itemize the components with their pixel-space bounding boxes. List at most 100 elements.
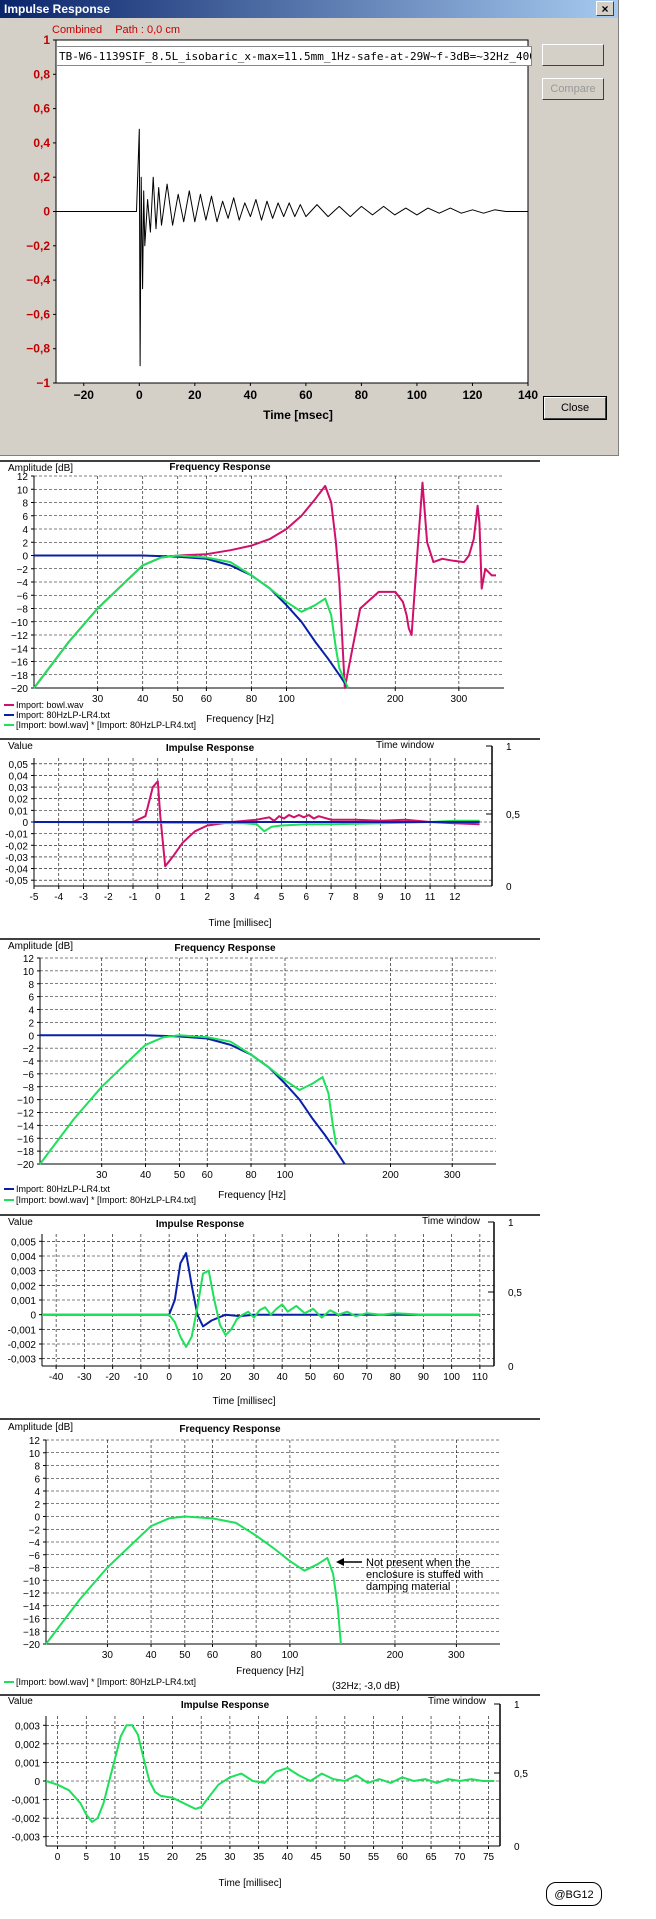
time-window-tick-label: 0 [508, 1362, 514, 1373]
y-tick-label: -0,03 [5, 853, 28, 864]
x-tick-label: 50 [305, 1372, 317, 1383]
x-axis-label: Time [msec] [263, 408, 333, 422]
x-tick-label: 60 [397, 1852, 409, 1863]
frequency-response-chart-2: 12 10 8 6 42 0 −2 −4 −6 −8 −10 −12−14 −16 −18 −20 30 40 5… [0, 938, 540, 1205]
toolbar-status: Combined Path : 0,0 cm [52, 24, 190, 36]
x-tick-label: 100 [282, 1650, 299, 1661]
y-tick-label: −20 [11, 684, 28, 695]
y-tick-label: -0,01 [5, 830, 28, 841]
y-tick-label: 0 [30, 1311, 36, 1322]
x-tick-label: 60 [202, 1170, 214, 1181]
y-tick-label: 8 [22, 499, 28, 510]
close-window-button[interactable]: × [596, 1, 614, 16]
x-tick-label: 11 [425, 892, 436, 903]
series-line-0 [33, 481, 496, 689]
y-tick-label: 12 [29, 1436, 41, 1447]
y-tick-label: −14 [23, 1602, 40, 1613]
x-tick-label: 10 [192, 1372, 204, 1383]
y-tick-label: −20 [23, 1640, 40, 1651]
x-tick-label: 3 [229, 892, 235, 903]
time-window-tick-label: 0 [506, 882, 512, 893]
y-tick-label: -0,003 [8, 1355, 37, 1366]
x-tick-label: 30 [92, 694, 104, 705]
y-tick-label: −10 [23, 1576, 40, 1587]
y-tick-label: 2 [34, 1500, 40, 1511]
x-tick-label: -4 [54, 892, 63, 903]
x-tick-label: 20 [220, 1372, 232, 1383]
x-tick-label: 65 [425, 1852, 437, 1863]
x-tick-label: 20 [188, 388, 202, 402]
x-tick-label: 6 [304, 892, 310, 903]
y-tick-label: 12 [17, 472, 29, 483]
y-tick-label: 0,03 [9, 783, 29, 794]
y-tick-label: 0,003 [11, 1267, 36, 1278]
x-tick-label: 30 [224, 1852, 236, 1863]
x-tick-label: 80 [245, 1170, 257, 1181]
close-button[interactable]: Close [543, 396, 607, 420]
y-tick-label: −0,4 [26, 273, 50, 287]
x-tick-label: -10 [134, 1372, 149, 1383]
time-window-tick-label: 1 [508, 1218, 514, 1229]
x-tick-label: -30 [77, 1372, 92, 1383]
x-tick-label: 40 [140, 1170, 152, 1181]
y-tick-label: −8 [17, 605, 29, 616]
x-tick-label: 1 [180, 892, 186, 903]
y-tick-label: 0,8 [33, 67, 50, 81]
time-window-tick-label: 0 [514, 1842, 520, 1853]
main-impulse-chart: 1 0,8 0,6 0,4 0,2 0 −0,2 −0,4 −0,6 −0,8 −1 −20 0 20 40… [26, 33, 538, 422]
y-tick-label: 0,001 [15, 1758, 40, 1769]
y-tick-label: 8 [34, 1462, 40, 1473]
x-tick-label: 20 [167, 1852, 179, 1863]
y-tick-label: −18 [11, 671, 28, 682]
y-tick-label: −16 [17, 1134, 34, 1145]
x-tick-label: 40 [277, 1372, 289, 1383]
y-tick-label: 0,004 [11, 1252, 36, 1263]
series-line-0 [45, 1515, 342, 1645]
x-tick-label: 60 [207, 1650, 219, 1661]
x-tick-label: 60 [299, 388, 313, 402]
x-tick-label: 100 [277, 1170, 294, 1181]
x-tick-label: 0 [166, 1372, 172, 1383]
y-tick-label: 0 [34, 1513, 40, 1524]
x-tick-label: -1 [129, 892, 138, 903]
y-tick-label: −4 [17, 578, 29, 589]
time-window-label: Time window [422, 1216, 481, 1227]
x-tick-label: -5 [30, 892, 39, 903]
annotation-arrowhead [336, 1558, 344, 1566]
y-tick-label: 0 [22, 818, 28, 829]
x-tick-label: 100 [443, 1372, 460, 1383]
x-tick-label: 70 [361, 1372, 373, 1383]
time-window-tick-label: 0,5 [508, 1288, 522, 1299]
y-tick-label: 0 [22, 552, 28, 563]
annotation: Not present when the enclosure is stuffe… [332, 1557, 483, 1692]
y-tick-label: 0,05 [9, 760, 29, 771]
impulse-response-chart-2: 0,005 0,004 0,003 0,002 0,001 0 -0,001 -0,002 -0… [0, 1214, 540, 1407]
x-tick-label: 300 [444, 1170, 461, 1181]
y-tick-label: 10 [17, 485, 29, 496]
x-tick-label: 75 [483, 1852, 495, 1863]
x-tick-label: 100 [407, 388, 427, 402]
y-tick-label: 0,2 [33, 170, 50, 184]
y-axis-label: Value [8, 741, 33, 752]
title-bar[interactable]: Impulse Response × [0, 0, 618, 18]
time-window-label: Time window [376, 740, 435, 751]
legend-entry: [Import: bowl.wav] * [Import: 80HzLP-LR4… [16, 720, 196, 730]
impulse-response-chart-1: 0,050,040,030,020,010-0,01-0,02-0,03-0,0… [0, 738, 540, 929]
y-axis-label: Amplitude [dB] [8, 941, 73, 952]
y-tick-label: 12 [23, 954, 35, 965]
y-tick-label: −18 [17, 1147, 34, 1158]
x-tick-label: 10 [109, 1852, 121, 1863]
x-tick-label: 40 [282, 1852, 294, 1863]
y-tick-label: −20 [17, 1160, 34, 1171]
x-tick-label: 12 [449, 892, 461, 903]
time-window-tick-label: 1 [514, 1700, 520, 1711]
time-window-label: Time window [428, 1696, 487, 1707]
x-tick-label: 55 [368, 1852, 380, 1863]
series-line-0 [34, 780, 480, 868]
chart-title: Impulse Response [156, 1219, 245, 1230]
x-tick-label: 300 [448, 1650, 465, 1661]
y-tick-label: −8 [29, 1564, 41, 1575]
compare-button[interactable]: Compare [542, 78, 604, 100]
time-window-tick-label: 1 [506, 742, 512, 753]
blank-button[interactable] [542, 44, 604, 66]
